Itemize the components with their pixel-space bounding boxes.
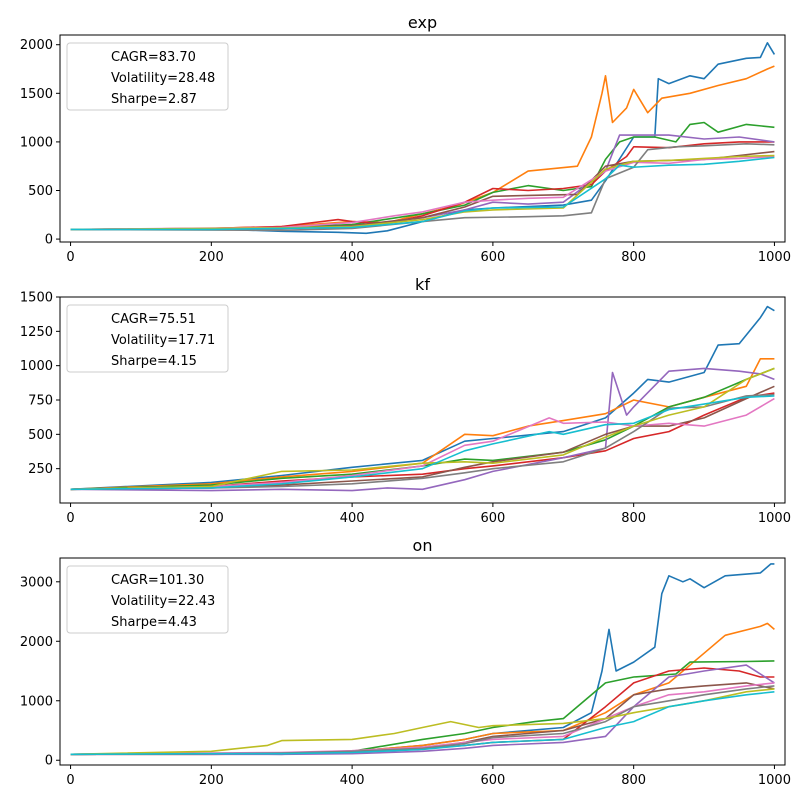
y-tick-label: 500	[28, 184, 53, 199]
x-tick-label: 1000	[758, 250, 791, 265]
series-line-5	[70, 367, 775, 492]
subplot-kf: kf 0 200 400 600 800 1000 250 500 750 1000 1250 1500…	[20, 275, 791, 526]
y-tick-label: 3000	[20, 575, 53, 590]
series-line-9	[70, 367, 775, 491]
x-tick-label: 400	[340, 250, 365, 265]
subplot-exp: exp 0 200 400 600 800 1000 0 500 1000 1500 2000 CAGR…	[20, 13, 791, 265]
legend-entry: Sharpe=2.87	[111, 92, 197, 107]
y-tick-label: 500	[28, 428, 53, 443]
series-line-2	[70, 358, 775, 491]
series-line-8	[70, 393, 775, 491]
x-tick-label: 200	[199, 773, 224, 788]
y-tick-label: 1000	[20, 359, 53, 374]
subplot-title: kf	[415, 275, 430, 294]
y-tick-label: 1500	[20, 87, 53, 102]
series-group	[70, 305, 775, 492]
series-line-10	[70, 156, 775, 231]
x-tick-label: 800	[621, 511, 646, 526]
y-tick-label: 2000	[20, 635, 53, 650]
subplot-on: on 0 200 400 600 800 1000 0 1000 2000 3000 CAGR=101…	[20, 536, 791, 788]
subplot-title: on	[413, 536, 433, 555]
series-group	[70, 563, 775, 756]
series-line-6	[70, 385, 775, 491]
x-tick-label: 800	[621, 250, 646, 265]
x-tick-label: 1000	[758, 773, 791, 788]
x-tick-label: 600	[480, 773, 505, 788]
x-tick-label: 0	[66, 250, 74, 265]
legend-box	[66, 42, 229, 111]
y-tick-label: 750	[28, 394, 53, 409]
legend-entry: Volatility=22.43	[111, 594, 215, 609]
legend: CAGR=101.30 Volatility=22.43 Sharpe=4.43	[66, 565, 229, 634]
series-line-1	[70, 305, 775, 491]
legend-box	[66, 304, 229, 373]
y-tick-label: 250	[28, 462, 53, 477]
legend-entry: CAGR=83.70	[111, 50, 196, 65]
legend-entry: Sharpe=4.15	[111, 354, 197, 369]
y-tick-label: 0	[45, 233, 53, 248]
legend-entry: Volatility=28.48	[111, 71, 215, 86]
series-line-4	[70, 392, 775, 491]
y-tick-label: 1500	[20, 291, 53, 306]
x-tick-label: 600	[480, 250, 505, 265]
series-line-7	[70, 397, 775, 491]
legend-entry: CAGR=101.30	[111, 573, 204, 588]
x-tick-label: 400	[340, 773, 365, 788]
series-group	[70, 42, 776, 235]
y-tick-label: 2000	[20, 38, 53, 53]
y-tick-label: 1250	[20, 325, 53, 340]
series-line-7	[70, 155, 775, 231]
x-tick-label: 800	[621, 773, 646, 788]
legend-box	[66, 565, 229, 634]
y-tick-label: 1000	[20, 694, 53, 709]
x-tick-label: 200	[199, 250, 224, 265]
legend-entry: CAGR=75.51	[111, 312, 196, 327]
x-tick-label: 0	[66, 511, 74, 526]
series-line-10	[70, 691, 775, 756]
legend-entry: Volatility=17.71	[111, 333, 215, 348]
x-tick-label: 400	[340, 511, 365, 526]
series-line-10	[70, 395, 775, 491]
x-tick-label: 200	[199, 511, 224, 526]
x-tick-label: 0	[66, 773, 74, 788]
subplot-title: exp	[408, 13, 437, 32]
series-line-1	[70, 42, 776, 235]
x-tick-label: 600	[480, 511, 505, 526]
legend: CAGR=83.70 Volatility=28.48 Sharpe=2.87	[66, 42, 229, 111]
y-tick-label: 0	[45, 754, 53, 769]
x-tick-label: 1000	[758, 511, 791, 526]
y-tick-label: 1000	[20, 135, 53, 150]
legend: CAGR=75.51 Volatility=17.71 Sharpe=4.15	[66, 304, 229, 373]
legend-entry: Sharpe=4.43	[111, 615, 197, 630]
